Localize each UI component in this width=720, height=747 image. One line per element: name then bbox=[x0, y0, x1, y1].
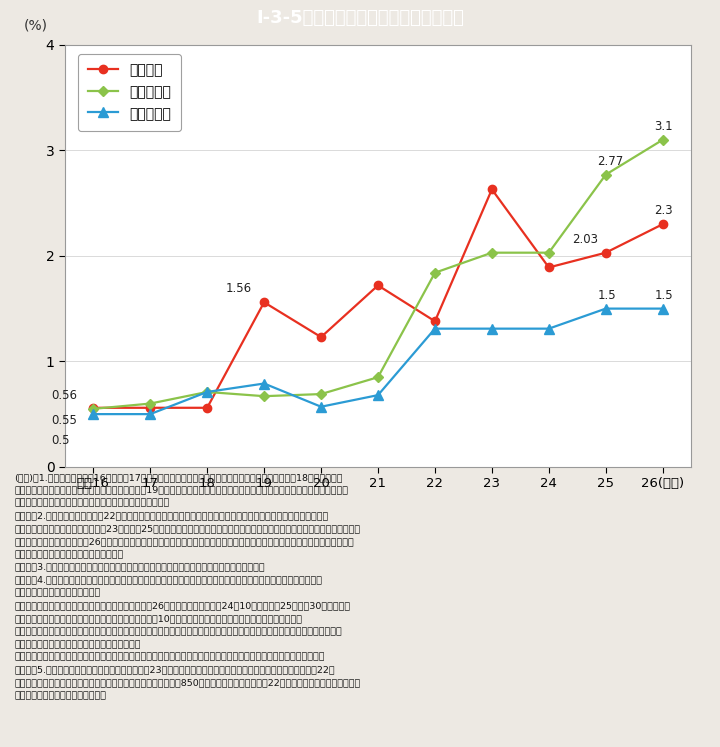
Text: 2.3: 2.3 bbox=[654, 204, 673, 217]
Text: 2.77: 2.77 bbox=[598, 155, 624, 167]
Text: 0.55: 0.55 bbox=[52, 414, 78, 427]
Text: 3.1: 3.1 bbox=[654, 120, 673, 133]
Text: 1.56: 1.56 bbox=[225, 282, 251, 295]
Text: 0.56: 0.56 bbox=[52, 389, 78, 402]
Legend: 民間企業, 国家公務員, 地方公務員: 民間企業, 国家公務員, 地方公務員 bbox=[78, 54, 181, 131]
Text: 1.5: 1.5 bbox=[598, 288, 616, 302]
Text: 1.5: 1.5 bbox=[654, 288, 673, 302]
Text: 2.03: 2.03 bbox=[572, 233, 598, 246]
Text: I-3-5図　男性の育児休業取得率の推移: I-3-5図 男性の育児休業取得率の推移 bbox=[256, 9, 464, 27]
Text: (備考)　1.　民間企業の平成16年度及び17年度値は，厚生労働省「女性雇用管理基本調査」より作成（18年度は，調査
　　　　　　対象が異なるため計上していない: (備考) 1. 民間企業の平成16年度及び17年度値は，厚生労働省「女性雇用管理… bbox=[14, 473, 361, 700]
Text: 0.5: 0.5 bbox=[52, 435, 70, 447]
Text: (%): (%) bbox=[24, 18, 48, 32]
